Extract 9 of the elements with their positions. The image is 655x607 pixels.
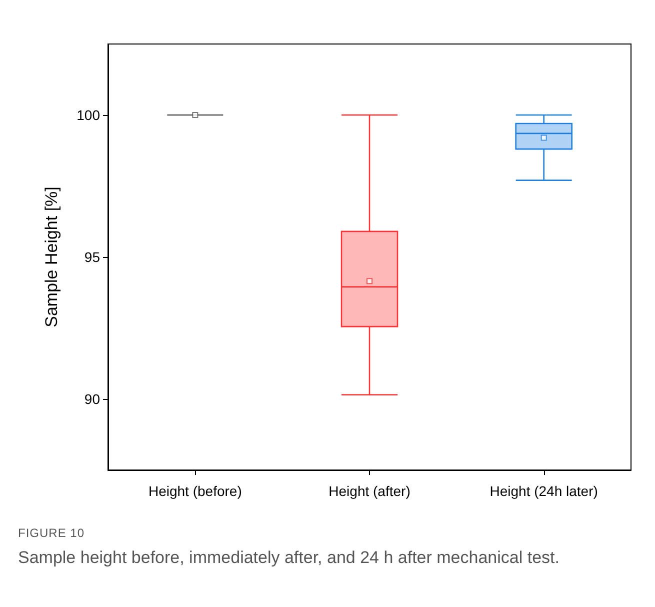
y-tick-label: 95 [84,249,100,265]
caption: FIGURE 10 [18,525,86,542]
x-tick-label: Height (24h later) [490,483,598,499]
y-tick-label: 90 [84,391,100,407]
text: Sample height before, immediately after, and 24 h after mechanical test. [18,547,560,569]
x-tick-label: Height (before) [148,483,242,499]
y-tick-label: 100 [76,107,100,123]
y-axis-title: Sample Height [%] [42,186,61,328]
x-tick-label: Height (after) [328,483,410,499]
